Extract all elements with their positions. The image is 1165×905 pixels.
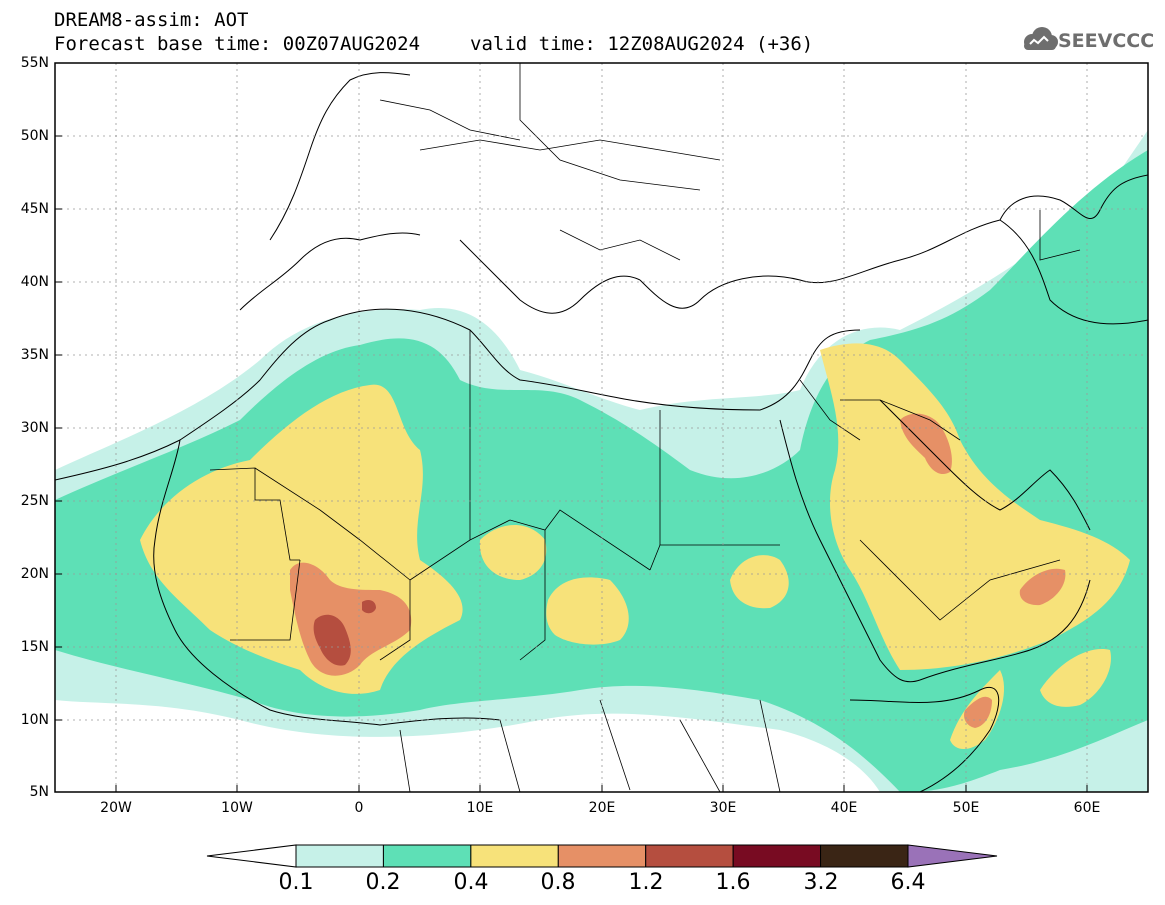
lat-label: 10N — [20, 712, 49, 728]
aot-band-0.8 — [1019, 568, 1066, 606]
lon-label: 30E — [709, 800, 737, 816]
lat-label: 55N — [20, 55, 49, 71]
aot-band-0.4 — [730, 555, 789, 609]
colorbar-label: 0.1 — [278, 870, 314, 895]
base-time-label: Forecast base time: 00Z07AUG2024 — [54, 33, 421, 55]
colorbar-label: 0.8 — [540, 870, 576, 895]
lat-label: 35N — [20, 347, 49, 363]
lat-label: 25N — [20, 493, 49, 509]
colorbar-label: 6.4 — [890, 870, 926, 895]
forecast-times: Forecast base time: 00Z07AUG2024 valid ti… — [54, 34, 813, 54]
aot-band-1.2 — [362, 600, 376, 614]
map-title: DREAM8-assim: AOT — [54, 9, 249, 31]
lon-label: 0 — [354, 800, 364, 816]
colorbar-label: 0.2 — [365, 870, 401, 895]
logo-text: SEEVCCC — [1058, 30, 1155, 52]
aot-band-0.4 — [546, 577, 629, 645]
lat-label: 30N — [20, 420, 49, 436]
colorbar-label: 1.2 — [628, 870, 664, 895]
valid-time-label: valid time: 12Z08AUG2024 (+36) — [470, 33, 814, 55]
map-frame — [54, 62, 1149, 793]
lat-label: 5N — [29, 784, 49, 800]
lon-label: 10E — [466, 800, 494, 816]
lon-label: 60E — [1073, 800, 1101, 816]
grid-lines — [55, 63, 1148, 792]
aot-band-0.4 — [479, 525, 547, 580]
colorbar-label: 3.2 — [803, 870, 839, 895]
colorbar-label: 1.6 — [715, 870, 751, 895]
lat-label: 20N — [20, 566, 49, 582]
lat-label: 50N — [20, 128, 49, 144]
lon-label: 20W — [100, 800, 132, 816]
lat-label: 40N — [20, 274, 49, 290]
lon-label: 10W — [221, 800, 253, 816]
cloud-logo-icon — [1024, 27, 1058, 50]
lon-label: 50E — [952, 800, 980, 816]
lon-label: 20E — [588, 800, 616, 816]
aot-band-0.4 — [1040, 649, 1111, 707]
axis-ticks — [55, 62, 1088, 792]
colorbar-label: 0.4 — [453, 870, 489, 895]
coastlines — [55, 72, 1148, 792]
lon-label: 40E — [830, 800, 858, 816]
lat-label: 45N — [20, 201, 49, 217]
country-borders — [209, 63, 1081, 792]
lat-label: 15N — [20, 639, 49, 655]
aot-band-1.2 — [313, 614, 351, 666]
